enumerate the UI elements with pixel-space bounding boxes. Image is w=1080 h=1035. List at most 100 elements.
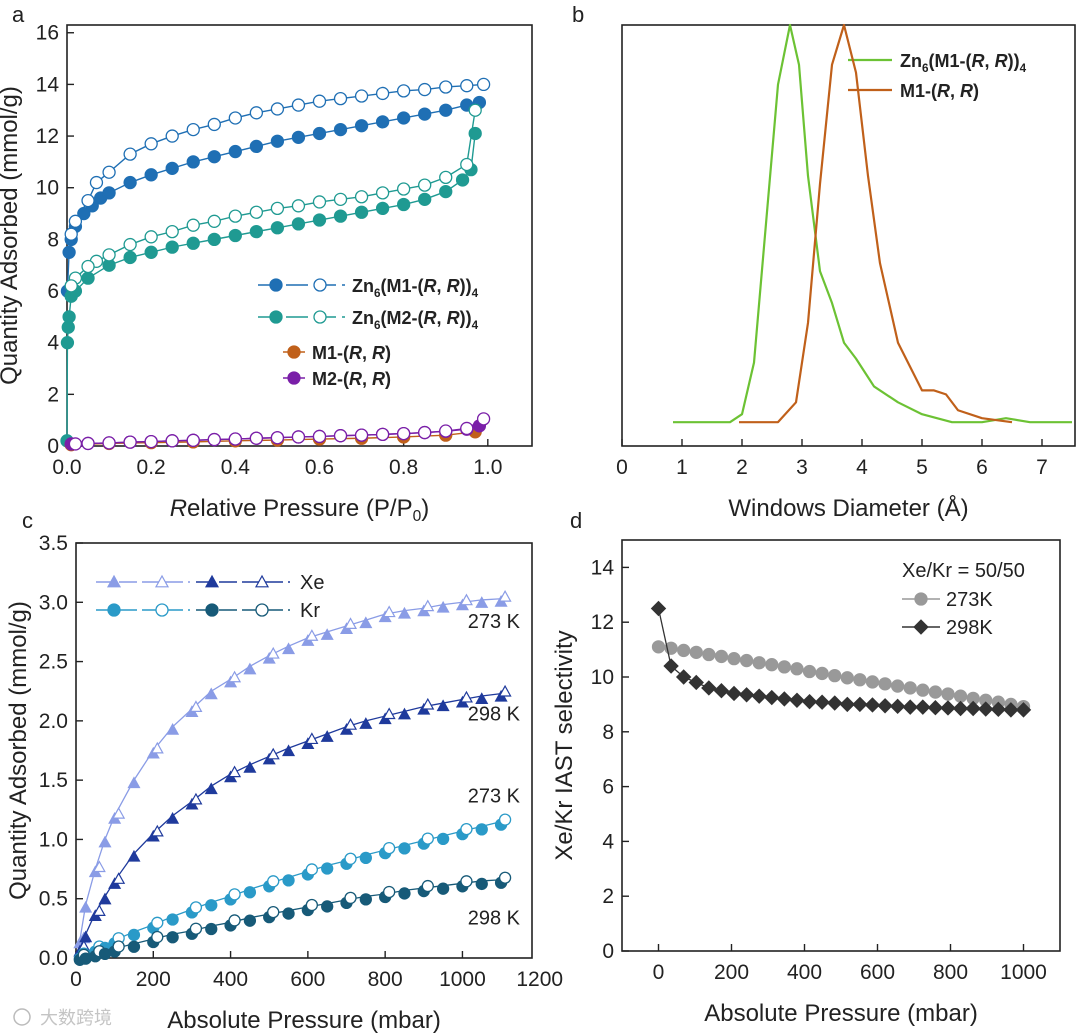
data-point — [663, 658, 679, 674]
data-point — [165, 240, 179, 254]
x-tick-label: 0 — [70, 968, 82, 991]
data-point — [243, 662, 257, 675]
data-point — [439, 184, 453, 199]
data-point — [890, 679, 905, 693]
data-point — [460, 875, 473, 888]
data-point — [359, 851, 372, 864]
data-point — [151, 930, 164, 944]
data-point — [439, 80, 453, 94]
data-point — [421, 697, 435, 710]
data-point — [123, 147, 137, 161]
panel-label-b: b — [572, 2, 584, 27]
data-point — [397, 606, 411, 619]
data-point — [291, 430, 306, 444]
data-point — [249, 205, 264, 219]
y-tick-label: 10 — [591, 666, 614, 689]
data-point — [398, 842, 411, 855]
data-point — [166, 931, 179, 944]
data-point — [186, 433, 200, 447]
data-point — [776, 691, 793, 707]
data-point — [165, 161, 179, 175]
legend-label: M1-(R, R) — [900, 81, 979, 101]
data-point — [228, 888, 241, 901]
data-point — [267, 875, 280, 888]
data-point — [312, 94, 327, 108]
data-point — [343, 718, 358, 730]
data-point — [228, 228, 242, 243]
data-point — [249, 106, 264, 120]
data-point — [165, 434, 179, 448]
data-point — [79, 900, 93, 913]
data-point — [305, 732, 319, 745]
data-point — [459, 690, 473, 703]
data-point — [383, 841, 396, 855]
data-point — [81, 271, 95, 285]
legend-marker — [154, 574, 170, 588]
data-point — [92, 860, 106, 873]
data-point — [436, 699, 450, 712]
y-tick-label: 1.5 — [39, 769, 68, 792]
legend-marker — [313, 278, 327, 292]
data-point — [726, 685, 742, 702]
x-axis-label: Absolute Pressure (mbar) — [704, 1000, 978, 1027]
data-point — [864, 697, 881, 713]
data-point — [889, 698, 906, 715]
data-point — [828, 668, 842, 683]
data-point — [333, 192, 348, 206]
y-tick-label: 4 — [47, 332, 59, 355]
data-point — [651, 640, 666, 654]
data-point — [839, 696, 856, 713]
x-tick-label: 1200 — [516, 968, 563, 991]
series-line — [673, 23, 1072, 424]
data-point — [927, 699, 944, 716]
data-point — [354, 190, 369, 204]
y-tick-label: 2 — [602, 885, 614, 908]
data-point — [790, 662, 804, 676]
data-point — [333, 209, 348, 223]
data-point — [127, 928, 141, 942]
data-point — [738, 687, 755, 703]
watermark: 大数跨境 — [40, 1008, 112, 1028]
legend-label: Zn6(M1-(R, R))4 — [352, 276, 479, 300]
data-point — [207, 117, 221, 132]
data-point — [436, 832, 450, 846]
y-tick-label: 8 — [47, 228, 59, 251]
curve-label: 273 K — [468, 785, 521, 807]
y-tick-label: 16 — [36, 22, 59, 45]
data-point — [270, 134, 285, 148]
x-tick-label: 0.0 — [52, 456, 81, 479]
data-point — [228, 432, 242, 446]
y-tick-label: 0.0 — [39, 947, 68, 970]
legend-label: M1-(R, R) — [312, 343, 391, 363]
data-point — [166, 913, 179, 926]
x-tick-label: 0.4 — [221, 456, 251, 479]
data-point — [144, 137, 158, 151]
y-tick-label: 12 — [36, 125, 59, 148]
data-point — [98, 892, 112, 905]
data-point — [455, 173, 470, 187]
data-point — [675, 669, 692, 685]
data-point — [814, 694, 830, 710]
data-point — [354, 89, 369, 103]
data-point — [81, 259, 95, 274]
x-tick-label: 0.2 — [137, 456, 166, 479]
x-tick-label: 200 — [714, 961, 749, 984]
data-point — [68, 214, 83, 228]
data-point — [228, 111, 242, 125]
data-point — [243, 760, 257, 773]
data-point — [312, 213, 327, 227]
data-point — [123, 435, 137, 449]
data-point — [333, 429, 348, 443]
x-tick-label: 600 — [290, 968, 325, 991]
y-tick-label: 10 — [36, 177, 59, 200]
data-point — [112, 806, 126, 819]
data-point — [475, 877, 488, 891]
x-tick-label: 0.8 — [389, 456, 418, 479]
data-point — [228, 209, 242, 223]
data-point — [282, 642, 296, 655]
data-point — [354, 205, 369, 219]
data-point — [439, 103, 453, 117]
data-point — [243, 914, 257, 927]
legend-marker — [313, 310, 327, 324]
data-point — [688, 674, 704, 691]
